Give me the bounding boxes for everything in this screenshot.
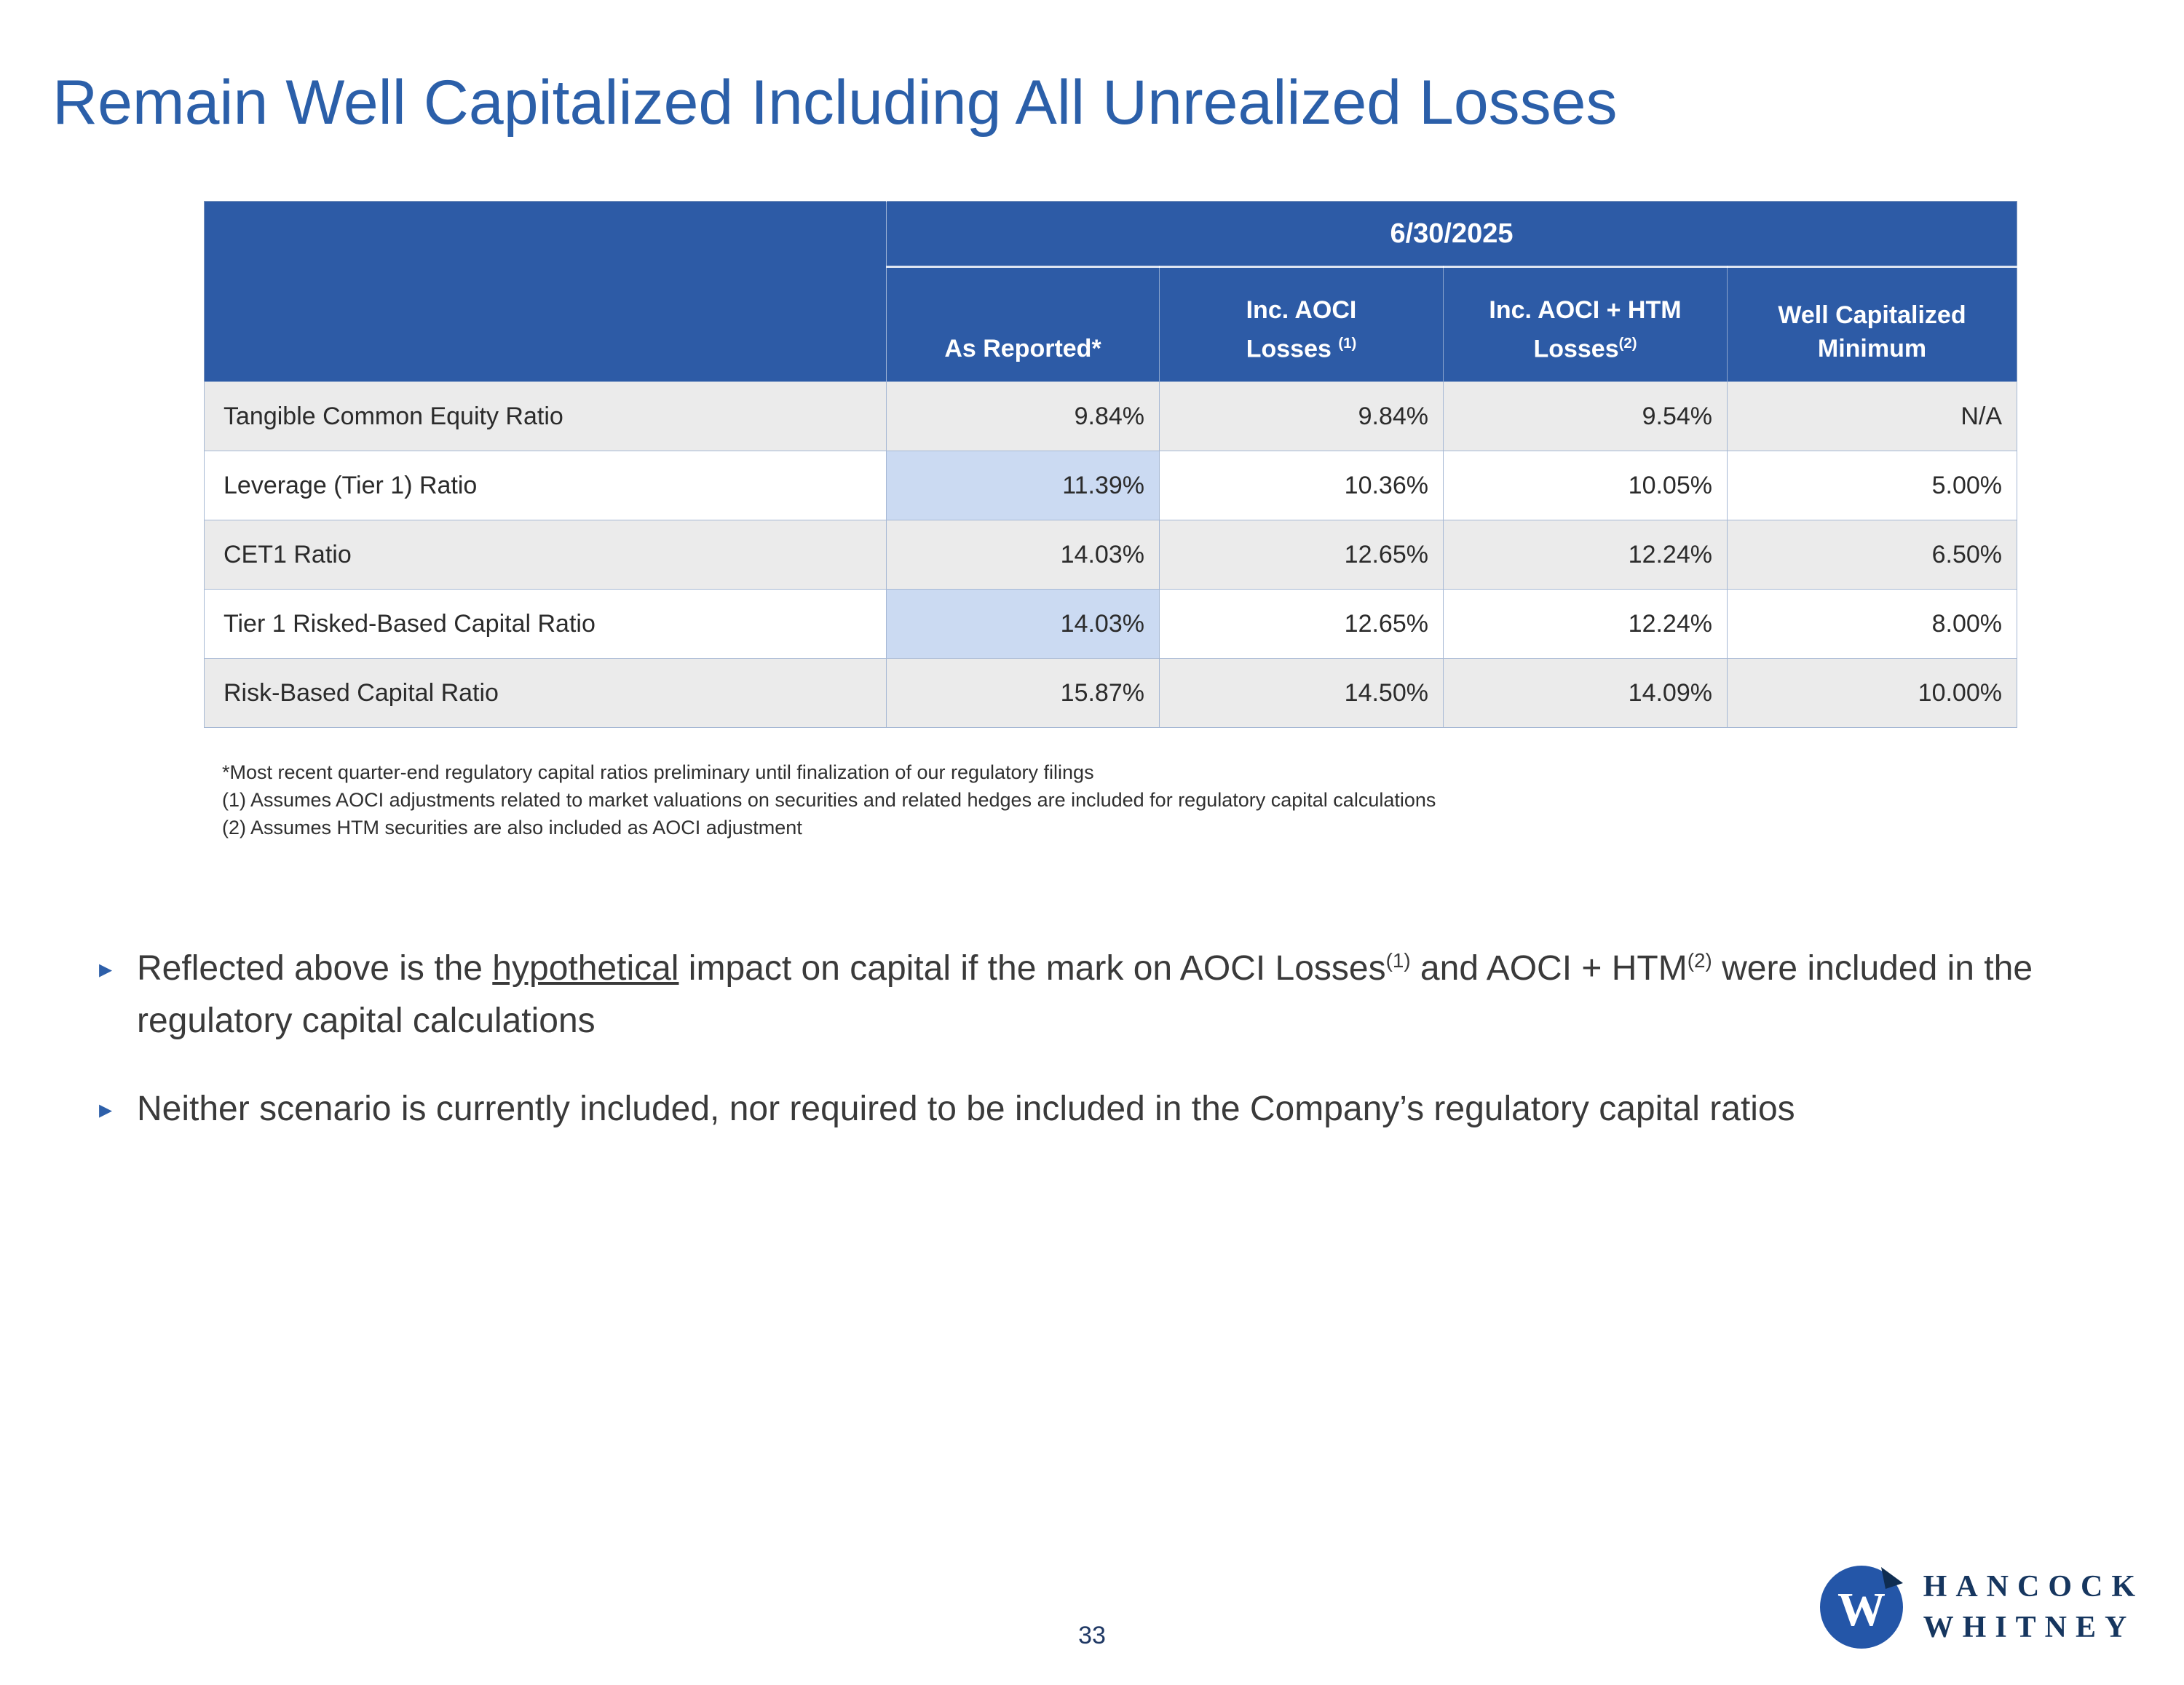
cell-value: N/A — [1727, 381, 2017, 451]
cell-value: 10.00% — [1727, 658, 2017, 728]
cell-value: 12.65% — [1159, 589, 1444, 659]
cell-value: 10.36% — [1159, 451, 1444, 520]
column-header-inc-aoci: Inc. AOCI Losses (1) — [1159, 266, 1444, 382]
page-title: Remain Well Capitalized Including All Un… — [52, 68, 1618, 138]
bullet-marker-icon: ▸ — [99, 1094, 113, 1124]
logo-wordmark: HANCOCK WHITNEY — [1923, 1566, 2144, 1648]
bullet-item: ▸ Neither scenario is currently included… — [99, 1083, 1928, 1135]
logo-name-line2: WHITNEY — [1923, 1611, 2136, 1644]
cell-value: 12.24% — [1443, 589, 1728, 659]
table-row: Tier 1 Risked-Based Capital Ratio 14.03%… — [204, 589, 2017, 659]
cell-value: 9.84% — [1159, 381, 1444, 451]
capital-ratios-table: 6/30/2025 As Reported* Inc. AOCI Losses (… — [204, 201, 2017, 728]
row-label: CET1 Ratio — [204, 520, 887, 590]
table-row: Risk-Based Capital Ratio 15.87% 14.50% 1… — [204, 658, 2017, 728]
row-label: Risk-Based Capital Ratio — [204, 658, 887, 728]
column-header-inc-aoci-htm: Inc. AOCI + HTM Losses(2) — [1443, 266, 1728, 382]
page-number: 33 — [1078, 1622, 1106, 1649]
cell-value: 9.54% — [1443, 381, 1728, 451]
table-header-columns-row: As Reported* Inc. AOCI Losses (1) Inc. AO… — [205, 266, 2017, 382]
bullet-marker-icon: ▸ — [99, 953, 113, 983]
cell-value: 8.00% — [1727, 589, 2017, 659]
footnote-line: (1) Assumes AOCI adjustments related to … — [222, 789, 1436, 811]
company-logo: W HANCOCK WHITNEY — [1819, 1564, 2144, 1650]
table-header-date-row: 6/30/2025 — [204, 201, 2017, 382]
table-row: CET1 Ratio 14.03% 12.65% 12.24% 6.50% — [204, 520, 2017, 590]
bullet-text: Neither scenario is currently included, … — [137, 1090, 1795, 1128]
cell-value: 14.03% — [886, 589, 1160, 659]
table-corner-cell — [204, 201, 887, 382]
logo-mark-icon: W — [1819, 1566, 1903, 1649]
footnotes: *Most recent quarter-end regulatory capi… — [222, 758, 1436, 841]
row-label: Tangible Common Equity Ratio — [204, 381, 887, 451]
cell-value: 14.50% — [1159, 658, 1444, 728]
cell-value: 6.50% — [1727, 520, 2017, 590]
cell-value: 5.00% — [1727, 451, 2017, 520]
column-header-well-capitalized: Well Capitalized Minimum — [1727, 266, 2017, 382]
cell-value: 12.65% — [1159, 520, 1444, 590]
logo-monogram: W — [1837, 1583, 1886, 1636]
date-header: 6/30/2025 — [886, 201, 2017, 268]
column-header-as-reported: As Reported* — [886, 266, 1160, 382]
cell-value: 14.03% — [886, 520, 1160, 590]
row-label: Tier 1 Risked-Based Capital Ratio — [204, 589, 887, 659]
row-label: Leverage (Tier 1) Ratio — [204, 451, 887, 520]
cell-value: 14.09% — [1443, 658, 1728, 728]
footnote-line: (2) Assumes HTM securities are also incl… — [222, 817, 802, 838]
logo-name-line1: HANCOCK — [1923, 1570, 2144, 1603]
cell-value: 9.84% — [886, 381, 1160, 451]
cell-value: 15.87% — [886, 658, 1160, 728]
table-row: Leverage (Tier 1) Ratio 11.39% 10.36% 10… — [204, 451, 2017, 520]
cell-value: 12.24% — [1443, 520, 1728, 590]
cell-value: 11.39% — [886, 451, 1160, 520]
bullet-text: Reflected above is the hypothetical impa… — [137, 949, 2033, 1040]
table-row: Tangible Common Equity Ratio 9.84% 9.84%… — [204, 381, 2017, 451]
cell-value: 10.05% — [1443, 451, 1728, 520]
footnote-line: *Most recent quarter-end regulatory capi… — [222, 761, 1094, 783]
bullet-item: ▸ Reflected above is the hypothetical im… — [99, 943, 2088, 1047]
